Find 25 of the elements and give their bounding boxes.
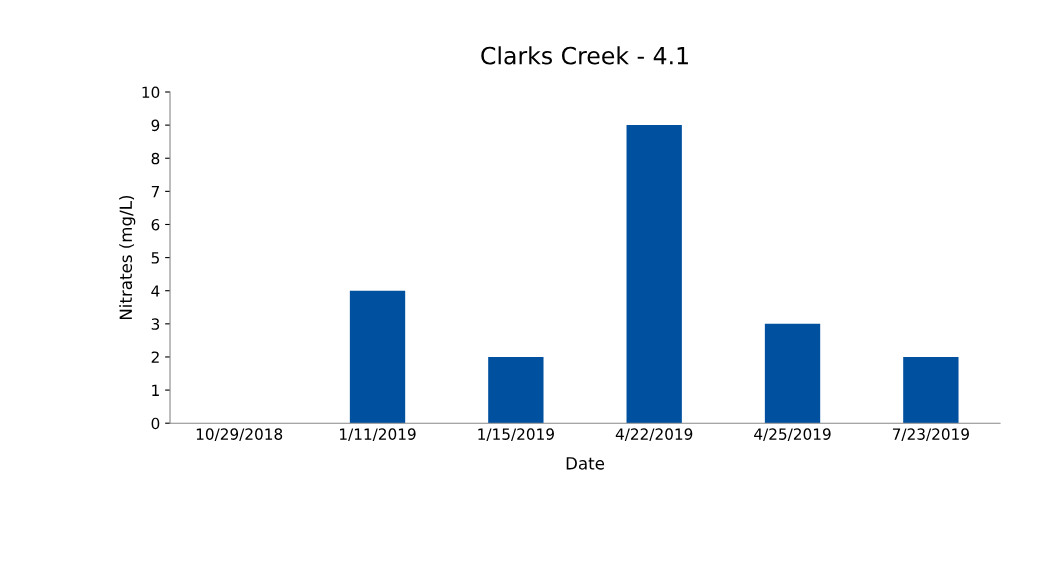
x-tick-label: 4/22/2019 [615, 428, 693, 442]
x-tick-label: 1/11/2019 [340, 428, 416, 442]
y-tick-label: 2 [151, 351, 159, 363]
bar [903, 356, 959, 424]
chart-title: Clarks Creek - 4.1 [481, 46, 688, 65]
y-tick-label: 7 [151, 186, 159, 198]
y-tick-label: 4 [151, 285, 160, 297]
x-axis-title: Date [566, 457, 605, 470]
x-tick-label: 4/25/2019 [754, 428, 831, 442]
y-tick-label: 0 [151, 417, 160, 430]
y-tick-label: 9 [151, 119, 160, 132]
y-tick-label: 5 [151, 252, 159, 264]
x-tick-label: 10/29/2018 [196, 428, 283, 442]
bar [488, 356, 544, 424]
bar [764, 323, 821, 424]
y-tick-label: 8 [151, 152, 160, 165]
x-tick-label: 7/23/2019 [892, 428, 969, 442]
y-tick-label: 10 [142, 86, 160, 99]
x-tick-label: 1/15/2019 [478, 428, 554, 442]
y-tick-label: 3 [151, 318, 160, 330]
y-tick-label: 6 [151, 218, 160, 231]
bar [626, 125, 682, 424]
y-axis-title: Nitrates (mg/L) [119, 195, 136, 320]
y-tick-label: 1 [152, 384, 159, 396]
bar [349, 290, 406, 424]
